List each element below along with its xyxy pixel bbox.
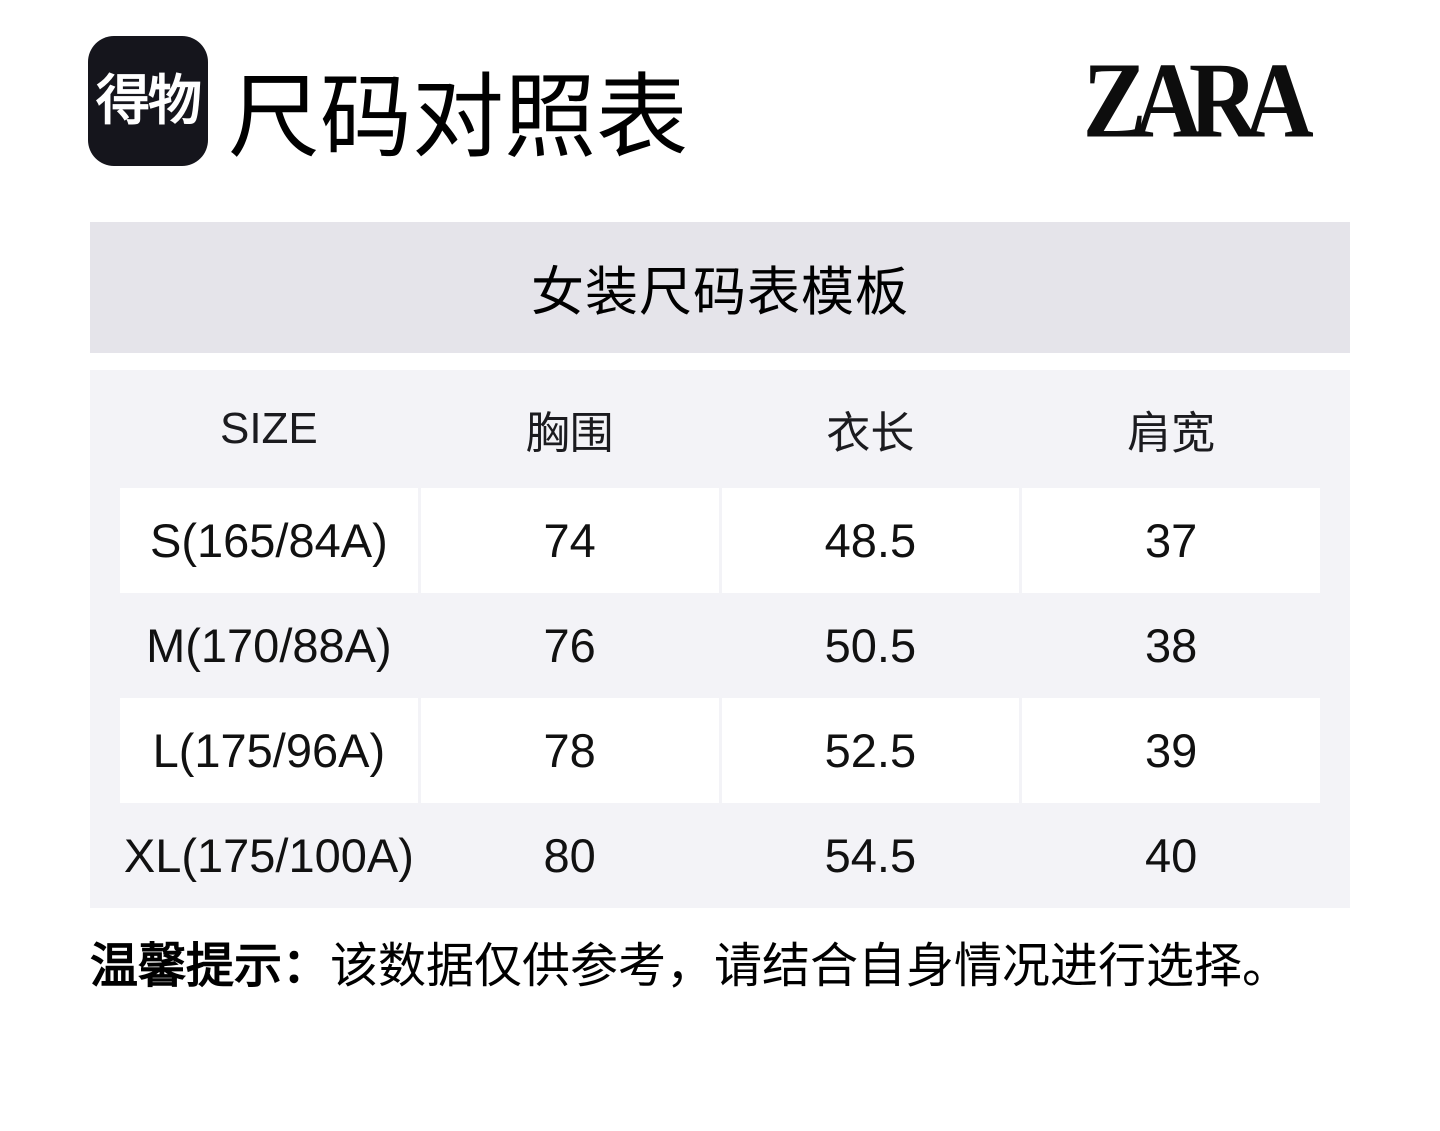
page-header: 得物 尺码对照表 ZARA <box>0 0 1440 178</box>
cell-length: 52.5 <box>721 698 1020 803</box>
size-table: SIZE 胸围 衣长 肩宽 S(165/84A) 74 48.5 37 M(17… <box>90 370 1350 908</box>
table-row: L(175/96A) 78 52.5 39 <box>120 698 1320 803</box>
template-banner: 女装尺码表模板 <box>90 222 1350 353</box>
cell-size: XL(175/100A) <box>123 829 414 882</box>
banner-title: 女装尺码表模板 <box>531 262 909 322</box>
column-header-chest: 胸围 <box>525 409 614 458</box>
cell-length: 48.5 <box>721 488 1020 593</box>
table-row: XL(175/100A) 80 54.5 40 <box>120 803 1320 908</box>
cell-shoulder: 39 <box>1022 698 1320 803</box>
column-header-shoulder: 肩宽 <box>1127 409 1216 458</box>
cell-chest: 74 <box>420 488 719 593</box>
dewu-app-logo: 得物 <box>88 36 208 166</box>
cell-size: S(165/84A) <box>120 488 418 593</box>
dewu-logo-text: 得物 <box>96 71 202 131</box>
table-header-row: SIZE 胸围 衣长 肩宽 <box>120 370 1320 488</box>
cell-shoulder: 38 <box>1144 619 1198 672</box>
cell-length: 54.5 <box>824 829 917 882</box>
notice: 温馨提示：该数据仅供参考，请结合自身情况进行选择。 <box>90 935 1350 1000</box>
page-title: 尺码对照表 <box>228 66 689 169</box>
table-row: M(170/88A) 76 50.5 38 <box>120 593 1320 698</box>
cell-chest: 80 <box>543 829 596 882</box>
notice-text: 该数据仅供参考，请结合自身情况进行选择。 <box>330 940 1291 993</box>
cell-size: L(175/96A) <box>120 698 418 803</box>
table-row: S(165/84A) 74 48.5 37 <box>120 488 1320 593</box>
cell-shoulder: 37 <box>1022 488 1320 593</box>
column-header-size: SIZE <box>219 404 318 453</box>
cell-chest: 76 <box>543 619 596 672</box>
cell-size: M(170/88A) <box>146 619 392 672</box>
cell-length: 50.5 <box>824 619 917 672</box>
cell-chest: 78 <box>420 698 719 803</box>
cell-shoulder: 40 <box>1144 829 1198 882</box>
column-header-length: 衣长 <box>826 409 915 458</box>
notice-label: 温馨提示： <box>90 940 331 993</box>
zara-brand-logo: ZARA <box>1082 40 1314 161</box>
